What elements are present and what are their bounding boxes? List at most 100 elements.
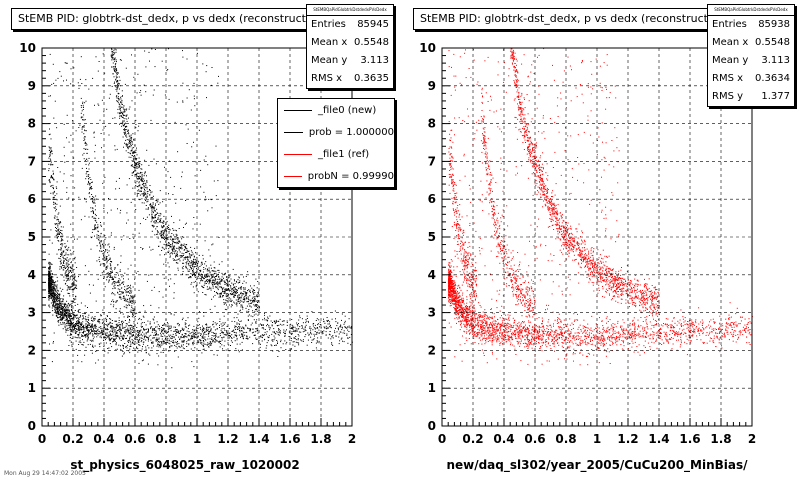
data-point (56, 253, 58, 255)
data-point (170, 236, 172, 238)
data-point (128, 129, 129, 131)
data-point (83, 140, 85, 141)
data-point (57, 308, 59, 310)
data-point (80, 116, 82, 118)
data-point (318, 340, 320, 342)
data-point (73, 325, 75, 327)
data-point (214, 338, 216, 340)
data-point (55, 309, 57, 311)
data-point (48, 272, 50, 274)
data-point (284, 335, 286, 337)
data-point (187, 251, 189, 252)
data-point (55, 296, 57, 298)
data-point (102, 246, 104, 248)
data-point (133, 139, 135, 141)
data-point (114, 268, 116, 270)
data-point (292, 328, 293, 330)
data-point (116, 336, 118, 337)
data-point (181, 319, 183, 321)
data-point (139, 177, 141, 179)
data-point (137, 73, 139, 75)
data-point (79, 78, 81, 80)
data-point (200, 340, 202, 342)
data-point (48, 170, 50, 172)
data-point (344, 332, 346, 334)
data-point (205, 280, 207, 282)
data-point (173, 336, 175, 338)
data-point (203, 346, 205, 348)
data-point (55, 235, 57, 237)
data-point (84, 119, 86, 121)
data-point (117, 280, 119, 282)
data-point (94, 224, 96, 226)
data-point (135, 338, 137, 340)
data-point (60, 317, 62, 319)
data-point (128, 131, 129, 133)
data-point (54, 301, 56, 303)
data-point (155, 222, 157, 224)
data-point (121, 323, 123, 324)
data-point (313, 333, 315, 335)
data-point (249, 328, 251, 330)
data-point (130, 332, 132, 334)
data-point (54, 282, 56, 284)
data-point (49, 281, 51, 283)
data-point (154, 204, 156, 206)
data-point (175, 242, 176, 244)
data-point (151, 216, 153, 218)
data-point (63, 265, 65, 267)
data-point (80, 328, 82, 330)
data-point (135, 185, 137, 187)
data-point (57, 307, 58, 309)
data-point (71, 330, 73, 332)
data-point (48, 276, 50, 277)
data-point (248, 289, 250, 291)
data-point (131, 174, 133, 176)
data-point (125, 109, 127, 111)
data-point (274, 323, 276, 324)
data-point (121, 276, 123, 278)
data-point (154, 216, 156, 218)
data-point (230, 298, 232, 300)
data-point (203, 337, 205, 339)
data-point (131, 329, 133, 331)
data-point (135, 164, 137, 166)
data-point (225, 293, 227, 295)
data-point (59, 322, 61, 324)
data-point (71, 306, 73, 308)
data-point (168, 224, 170, 226)
data-point (201, 279, 203, 281)
data-point (236, 289, 238, 291)
data-point (231, 320, 233, 322)
data-point (133, 342, 135, 344)
data-point (59, 316, 61, 318)
data-point (186, 336, 188, 338)
data-point (177, 239, 179, 241)
data-point (112, 299, 114, 301)
data-point (111, 57, 113, 59)
data-point (76, 314, 78, 316)
data-point (71, 264, 73, 266)
data-point (248, 314, 250, 316)
data-point (197, 266, 199, 268)
data-point (273, 321, 275, 323)
data-point (267, 317, 269, 319)
data-point (92, 334, 94, 336)
data-point (86, 333, 88, 335)
data-point (75, 340, 77, 342)
data-point (135, 170, 137, 172)
data-point (133, 330, 134, 332)
data-point (215, 291, 217, 293)
data-point (89, 177, 91, 178)
data-point (248, 301, 249, 303)
data-point (241, 333, 243, 335)
data-point (187, 256, 189, 258)
data-point (279, 318, 281, 320)
data-point (57, 304, 59, 306)
data-point (135, 163, 137, 165)
data-point (197, 341, 199, 343)
data-point (117, 93, 119, 95)
data-point (171, 337, 173, 339)
data-point (297, 325, 299, 327)
data-point (53, 294, 55, 295)
